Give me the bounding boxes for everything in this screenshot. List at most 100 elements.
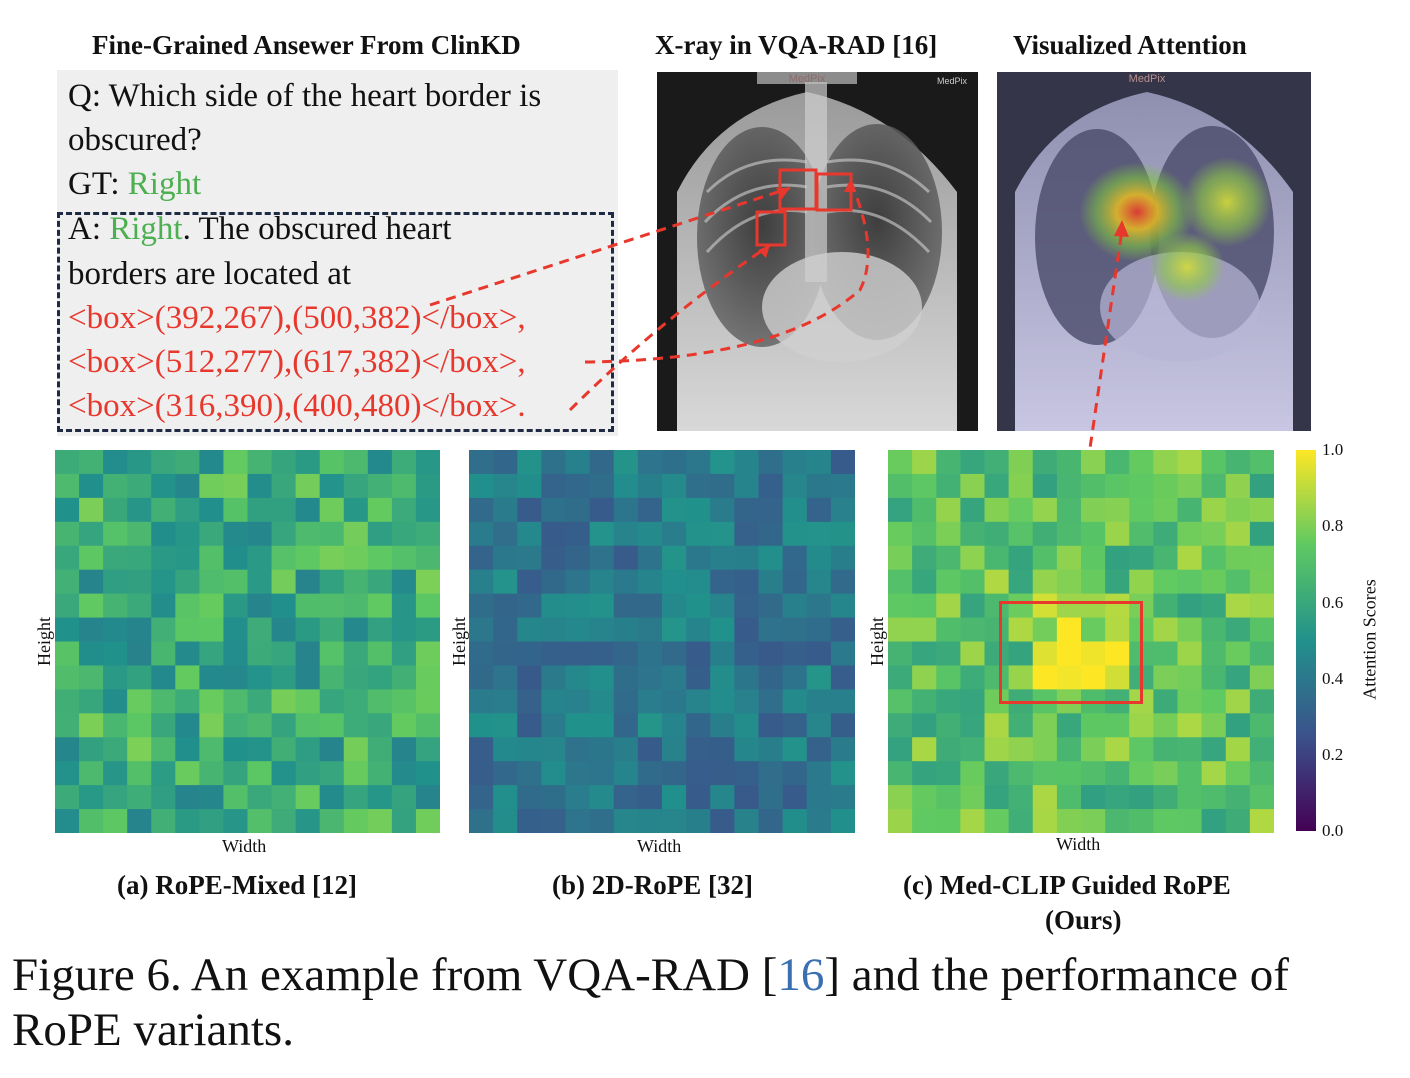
heatmap-cell: [1201, 593, 1227, 619]
heatmap-cell: [565, 521, 591, 547]
heatmap-cell: [1056, 473, 1082, 499]
heatmap-cell: [686, 569, 711, 595]
heatmap-cell: [662, 450, 687, 475]
heatmap-cell: [1177, 545, 1203, 571]
heatmap-cell: [517, 497, 542, 523]
heatmap-cell: [960, 617, 985, 642]
heatmap-cell: [565, 497, 591, 523]
citation-link[interactable]: 16: [777, 949, 825, 1001]
heatmap-cell: [888, 785, 913, 810]
heatmap-cell: [1225, 521, 1251, 547]
heatmap-cell: [1105, 569, 1130, 595]
heatmap-cell: [686, 497, 711, 523]
heatmap-cell: [493, 545, 518, 571]
heatmap-cell: [541, 545, 566, 571]
heatmap-cell: [912, 713, 937, 738]
heatmap-cell: [343, 689, 369, 714]
heatmap-cell: [223, 785, 248, 810]
heatmap-cell: [1249, 785, 1274, 810]
heatmap-cell: [710, 617, 735, 642]
heatmap-cell: [710, 689, 735, 714]
heatmap-cell: [103, 593, 128, 619]
heatmap-cell: [758, 617, 784, 642]
arrowhead-4: [1114, 220, 1129, 237]
heatmap-cell: [127, 617, 152, 642]
heatmap-cell: [1153, 761, 1178, 786]
heatmap-cell: [1008, 809, 1034, 833]
heatmap-cell: [55, 785, 80, 810]
heatmap-cell: [541, 450, 566, 475]
heatmap-cell: [1032, 785, 1058, 810]
heatmap-cell: [637, 713, 663, 738]
heatmap-cell: [319, 473, 345, 499]
heatmap-cell: [175, 641, 200, 666]
heatmap-cell: [912, 689, 937, 714]
heatmap-cell: [1081, 617, 1106, 642]
heatmap-cell: [415, 545, 440, 571]
heatmap-cell: [565, 737, 591, 762]
heatmap-cell: [493, 617, 518, 642]
heatmap-cell: [686, 521, 711, 547]
heatmap-cell: [1225, 785, 1251, 810]
heatmap-cell: [469, 809, 494, 833]
heatmap-cell: [912, 593, 937, 619]
heatmap-cell: [1225, 569, 1251, 595]
heatmap-cell: [613, 545, 639, 571]
heatmap-cell: [319, 545, 345, 571]
heatmap-cell: [295, 665, 321, 690]
heatmap-cell: [1225, 617, 1251, 642]
heatmap-cell: [127, 809, 152, 833]
heatmap-cell: [493, 521, 518, 547]
heatmap-cell: [806, 593, 832, 619]
heatmap-cell: [888, 689, 913, 714]
heatmap-cell: [662, 665, 687, 690]
heatmap-cell: [888, 665, 913, 690]
heatmap-cell: [613, 473, 639, 499]
heatmap-cell: [223, 641, 248, 666]
heatmap-cell: [295, 641, 321, 666]
heatmap-cell: [936, 785, 961, 810]
heatmap-cell: [1008, 713, 1034, 738]
heatmap-cell: [565, 473, 591, 499]
heatmap-cell: [103, 785, 128, 810]
heatmap-cell: [469, 593, 494, 619]
heatmap-cell: [493, 641, 518, 666]
heatmap-cell: [493, 809, 518, 833]
heatmap-cell: [589, 737, 615, 762]
heatmap-cell: [912, 545, 937, 571]
heatmap-cell: [1153, 593, 1178, 619]
heatmap-cell: [830, 569, 855, 595]
heatmap-a-xlabel: Width: [222, 836, 267, 856]
heatmap-cell: [637, 521, 663, 547]
heatmap-cell: [662, 521, 687, 547]
heatmap-cell: [912, 617, 937, 642]
heatmap-cell: [199, 761, 224, 786]
heatmap-cell: [127, 713, 152, 738]
heatmap-cell: [1105, 641, 1130, 666]
heatmap-cell: [686, 809, 711, 833]
heatmap-cell: [589, 473, 615, 499]
heatmap-cell: [55, 761, 80, 786]
heatmap-cell: [295, 761, 321, 786]
heatmap-cell: [223, 761, 248, 786]
heatmap-cell: [55, 569, 80, 595]
heatmap-cell: [830, 641, 855, 666]
heatmap-cell: [1201, 689, 1227, 714]
heatmap-cell: [662, 545, 687, 571]
heatmap-cell: [103, 473, 128, 499]
heatmap-cell: [960, 665, 985, 690]
heatmap-cell: [199, 593, 224, 619]
heatmap-cell: [175, 761, 200, 786]
heatmap-cell: [1081, 545, 1106, 571]
heatmap-cell: [806, 713, 832, 738]
heatmap-cell: [613, 450, 639, 475]
heatmap-cell: [565, 665, 591, 690]
heatmap-cell: [1032, 593, 1058, 619]
heatmap-cell: [343, 545, 369, 571]
heatmap-cell: [589, 545, 615, 571]
heatmap-cell: [1249, 617, 1274, 642]
heatmap-cell: [319, 665, 345, 690]
heatmap-cell: [367, 497, 393, 523]
heatmap-cell: [469, 785, 494, 810]
heatmap-cell: [734, 785, 759, 810]
